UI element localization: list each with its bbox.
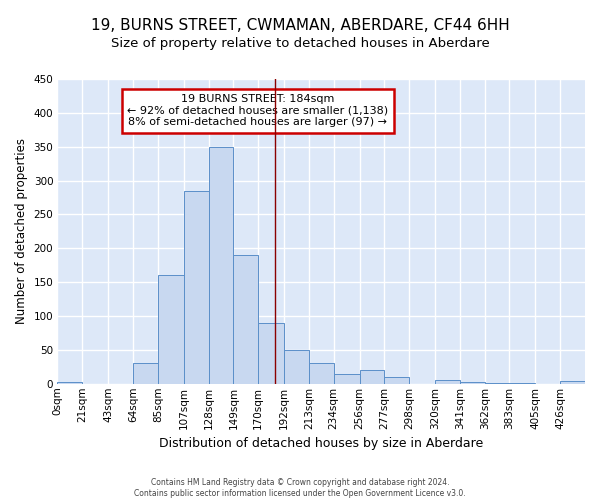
X-axis label: Distribution of detached houses by size in Aberdare: Distribution of detached houses by size …	[159, 437, 484, 450]
Bar	[359, 370, 385, 384]
Text: 19 BURNS STREET: 184sqm
← 92% of detached houses are smaller (1,138)
8% of semi-: 19 BURNS STREET: 184sqm ← 92% of detache…	[127, 94, 388, 128]
Bar	[258, 323, 284, 384]
Y-axis label: Number of detached properties: Number of detached properties	[15, 138, 28, 324]
Text: 19, BURNS STREET, CWMAMAN, ABERDARE, CF44 6HH: 19, BURNS STREET, CWMAMAN, ABERDARE, CF4…	[91, 18, 509, 32]
Bar	[233, 255, 258, 384]
Text: Contains HM Land Registry data © Crown copyright and database right 2024.
Contai: Contains HM Land Registry data © Crown c…	[134, 478, 466, 498]
Bar	[485, 383, 509, 384]
Bar	[133, 364, 158, 384]
Bar	[460, 382, 485, 384]
Bar	[309, 364, 334, 384]
Bar	[209, 146, 233, 384]
Bar	[184, 190, 209, 384]
Bar	[509, 383, 535, 384]
Bar	[284, 350, 309, 384]
Bar	[334, 374, 359, 384]
Bar	[58, 382, 82, 384]
Text: Size of property relative to detached houses in Aberdare: Size of property relative to detached ho…	[110, 38, 490, 51]
Bar	[560, 381, 585, 384]
Bar	[435, 380, 460, 384]
Bar	[385, 377, 409, 384]
Bar	[158, 276, 184, 384]
